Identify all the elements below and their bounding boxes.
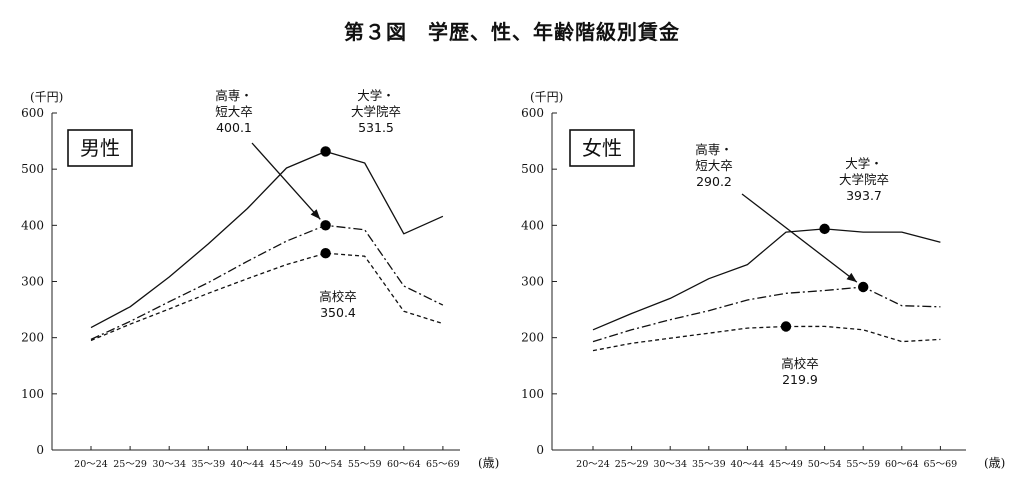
panel-2-annotation-label-1: 大学・ bbox=[845, 156, 883, 171]
panel-1-x-tick-label: 30〜34 bbox=[152, 459, 186, 470]
panel-2-series-line-3 bbox=[592, 325, 941, 352]
panel-2-annotation-label-1: 大学院卒 bbox=[839, 172, 889, 187]
panel-1-annotation-label-2: 400.1 bbox=[216, 120, 252, 135]
panel-2-data-marker-3 bbox=[780, 321, 792, 332]
panel-1-y-tick-label: 300 bbox=[21, 275, 44, 289]
panel-1-annotation-label-3: 高校卒 bbox=[319, 289, 357, 304]
panel-2-annotation-label-2: 高専・ bbox=[695, 142, 733, 157]
panel-2-y-tick-label: 400 bbox=[521, 218, 544, 232]
panel-2-x-tick-label: 45〜49 bbox=[769, 459, 803, 470]
panel-2-y-tick-label: 200 bbox=[521, 331, 544, 345]
panel-1-x-tick-label: 40〜44 bbox=[231, 459, 265, 470]
panel-1-x-tick-label: 35〜39 bbox=[191, 459, 225, 470]
panel-1-x-tick-label: 20〜24 bbox=[74, 459, 108, 470]
panel-2-series-line-1 bbox=[592, 228, 941, 331]
panel-1-annotation-arrowhead-2 bbox=[310, 209, 321, 220]
panel-2-x-tick-label: 55〜59 bbox=[846, 459, 880, 470]
panel-1-series-line-3 bbox=[90, 252, 444, 342]
panel-1-x-tick-label: 45〜49 bbox=[270, 459, 304, 470]
panel-1-data-marker-3 bbox=[320, 247, 331, 259]
panel-2-data-marker-2 bbox=[858, 281, 869, 293]
panel-1-annotation-label-1: 大学・ bbox=[357, 88, 395, 103]
panel-2-annotation-label-3: 高校卒 bbox=[781, 356, 819, 371]
panel-2-x-tick-label: 25〜29 bbox=[615, 459, 649, 470]
panel-1-label: 男性 bbox=[80, 136, 120, 160]
panel-1-x-tick-label: 55〜59 bbox=[348, 459, 382, 470]
panel-1-annotation-label-1: 大学院卒 bbox=[351, 104, 401, 119]
panel-2-x-tick-label: 65〜69 bbox=[924, 459, 958, 470]
panel-1-annotation-label-3: 350.4 bbox=[320, 305, 356, 320]
panel-1-x-tick-label: 60〜64 bbox=[387, 459, 421, 470]
panel-2-y-tick-label: 100 bbox=[521, 387, 544, 401]
panel-2-y-tick-label: 500 bbox=[521, 162, 544, 176]
panel-2-x-tick-label: 20〜24 bbox=[576, 459, 610, 470]
panel-2-y-tick-label: 600 bbox=[521, 106, 544, 120]
panel-1-series-line-1 bbox=[90, 150, 444, 329]
panel-2-x-tick-label: 30〜34 bbox=[653, 459, 687, 470]
panel-2-x-tick-label: 40〜44 bbox=[731, 459, 765, 470]
panel-1-x-unit-label: (歳) bbox=[478, 456, 499, 470]
panel-1-y-tick-label: 600 bbox=[21, 106, 44, 120]
panel-1-annotation-label-2: 高専・ bbox=[215, 88, 253, 103]
chart-title: 第３図 学歴、性、年齢階級別賃金 bbox=[344, 20, 680, 44]
panel-1-y-tick-label: 500 bbox=[21, 162, 44, 176]
panel-1-annotation-label-1: 531.5 bbox=[358, 120, 394, 135]
panel-1-y-tick-label: 100 bbox=[21, 387, 44, 401]
panel-1-x-tick-label: 50〜54 bbox=[309, 459, 343, 470]
panel-2-x-tick-label: 35〜39 bbox=[692, 459, 726, 470]
panel-1-y-tick-label: 400 bbox=[21, 218, 44, 232]
panel-1-annotation-arrow-2 bbox=[251, 142, 321, 220]
panel-2-annotation-label-2: 短大卒 bbox=[695, 158, 733, 173]
panel-2-x-tick-label: 50〜54 bbox=[808, 459, 842, 470]
panel-1-annotation-label-2: 短大卒 bbox=[215, 104, 253, 119]
panel-1-y-unit-label: (千円) bbox=[30, 90, 63, 104]
panel-2-label: 女性 bbox=[582, 136, 622, 160]
panel-2-y-tick-label: 300 bbox=[521, 275, 544, 289]
panel-1-label-box bbox=[67, 129, 133, 167]
panel-1-y-tick-label: 200 bbox=[21, 331, 44, 345]
panel-1-data-marker-2 bbox=[320, 220, 331, 231]
panel-2-y-tick-label: 0 bbox=[536, 443, 544, 457]
panel-2-x-unit-label: (歳) bbox=[984, 456, 1005, 470]
panel-2-annotation-label-1: 393.7 bbox=[846, 188, 882, 203]
panel-2-label-box bbox=[569, 129, 635, 167]
panel-2-data-marker-1 bbox=[819, 223, 830, 235]
panel-1-x-tick-label: 25〜29 bbox=[113, 459, 147, 470]
panel-1-x-tick-label: 65〜69 bbox=[426, 459, 460, 470]
panel-1-data-marker-1 bbox=[320, 146, 331, 157]
panel-2-x-tick-label: 60〜64 bbox=[885, 459, 919, 470]
panel-2-annotation-arrow-2 bbox=[741, 193, 858, 283]
panel-2-annotation-label-3: 219.9 bbox=[782, 372, 818, 387]
panel-2-annotation-arrowhead-2 bbox=[846, 272, 857, 283]
panel-2-y-unit-label: (千円) bbox=[530, 90, 563, 104]
panel-2-series-line-2 bbox=[592, 286, 941, 343]
panel-1-series-line-2 bbox=[90, 224, 444, 340]
panel-2-annotation-label-2: 290.2 bbox=[696, 174, 732, 189]
panel-1-y-tick-label: 0 bbox=[36, 443, 44, 457]
